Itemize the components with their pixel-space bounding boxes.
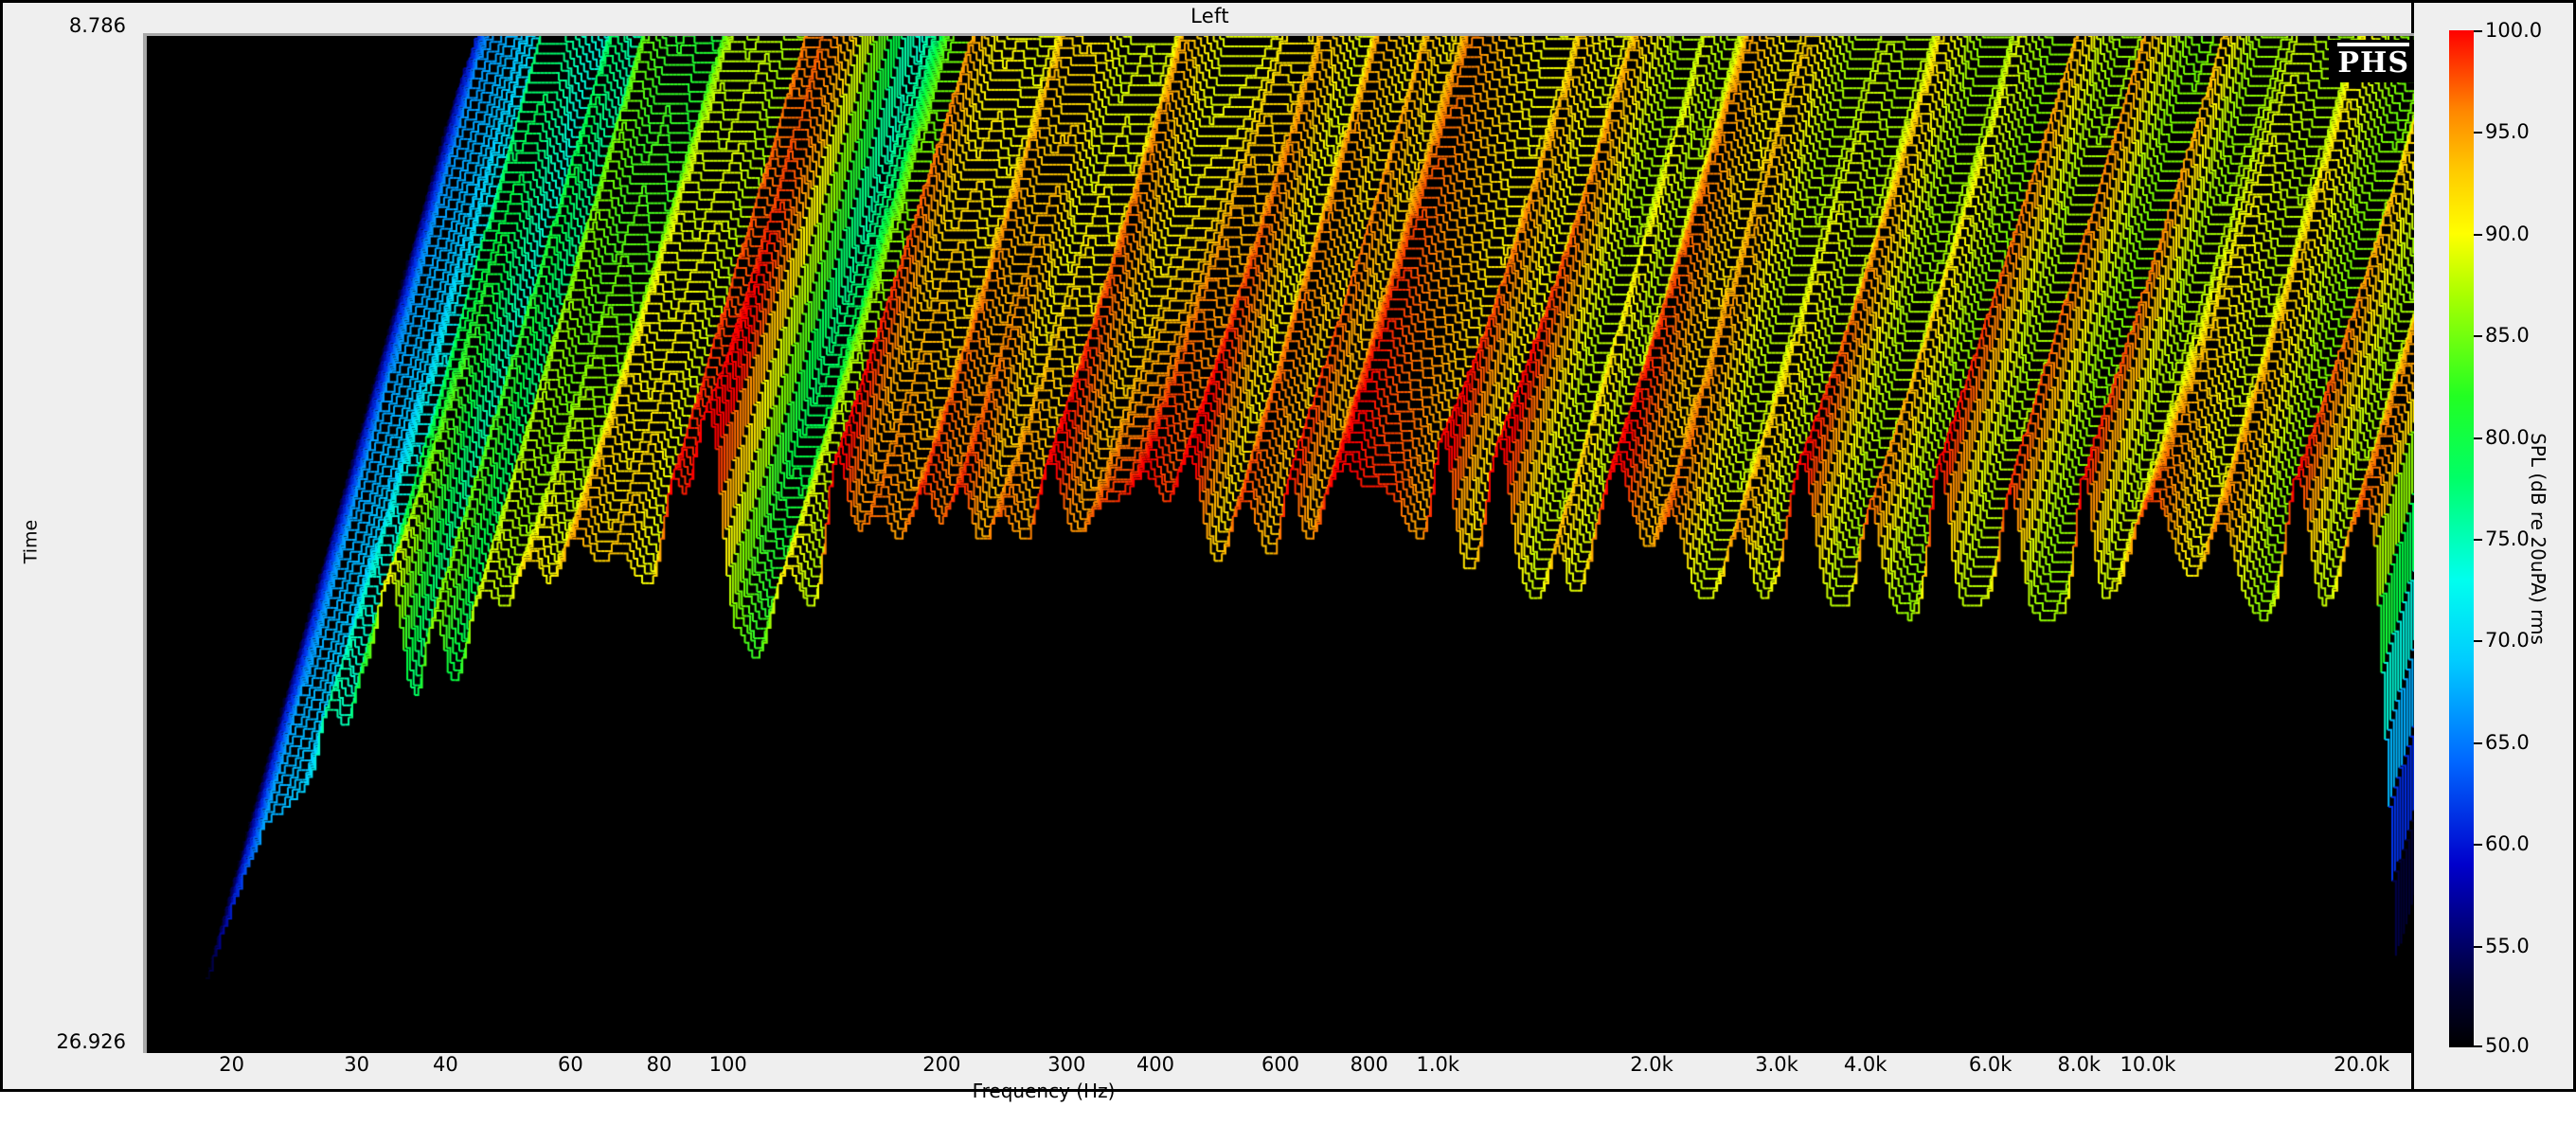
x-axis-tick-label: 20.0k xyxy=(2334,1053,2390,1076)
colorbar-tick-label: 60.0 xyxy=(2485,832,2530,856)
x-axis-tick-label: 1.0k xyxy=(1416,1053,1460,1076)
x-axis-tickmark xyxy=(1154,1045,1156,1053)
x-axis-tickmark xyxy=(1368,1045,1370,1053)
waterfall-plot-area[interactable]: PHS xyxy=(143,33,2422,1053)
x-axis: 20 30 40 60 80 100 200 300 400 600 800 1.0k 2.0k 3.0k… xyxy=(143,1045,2422,1095)
x-axis-tickmark xyxy=(1864,1045,1867,1053)
colorbar-tickmark xyxy=(2474,945,2482,948)
x-axis-tick-label: 600 xyxy=(1261,1053,1300,1076)
phs-rule xyxy=(2337,43,2409,46)
colorbar-tick-label: 90.0 xyxy=(2485,222,2530,245)
x-axis-tick-label: 8.0k xyxy=(2057,1053,2102,1076)
plot-panel: Left Time 8.786 26.926 PHS 20 30 40 60 80 100… xyxy=(0,0,2422,1102)
x-axis-tick-label: 200 xyxy=(922,1053,961,1076)
x-axis-tick-label: 800 xyxy=(1350,1053,1388,1076)
colorbar-tick-label: 100.0 xyxy=(2485,19,2543,42)
y-axis-label: Time xyxy=(20,519,41,564)
colorbar-tick-label: 65.0 xyxy=(2485,730,2530,754)
x-axis-tickmark xyxy=(726,1045,729,1053)
x-axis-tick-label: 20 xyxy=(219,1053,245,1076)
page-title: Left xyxy=(1190,5,1229,27)
colorbar-tick-label: 80.0 xyxy=(2485,425,2530,449)
x-axis-tickmark xyxy=(1279,1045,1281,1053)
x-axis-tickmark xyxy=(2078,1045,2081,1053)
colorbar-tickmark xyxy=(2474,741,2482,744)
x-axis-tickmark xyxy=(1065,1045,1068,1053)
waterfall-canvas[interactable] xyxy=(147,36,2422,1053)
colorbar-tick-label: 50.0 xyxy=(2485,1034,2530,1057)
x-axis-tick-label: 4.0k xyxy=(1843,1053,1887,1076)
x-axis-tickmark xyxy=(355,1045,358,1053)
x-axis-tick-label: 60 xyxy=(557,1053,583,1076)
colorbar-tickmark xyxy=(2474,335,2482,338)
x-axis-tick-label: 400 xyxy=(1136,1053,1175,1076)
x-axis-tick-label: 6.0k xyxy=(1968,1053,2012,1076)
colorbar-tickmark xyxy=(2474,132,2482,134)
colorbar-tickmark xyxy=(2474,233,2482,236)
colorbar-gradient xyxy=(2449,30,2474,1047)
colorbar-tickmark xyxy=(2474,437,2482,439)
colorbar-tickmark xyxy=(2474,539,2482,541)
x-axis-tickmark xyxy=(1437,1045,1440,1053)
colorbar-tickmark xyxy=(2474,1045,2482,1047)
colorbar-axis-label: SPL (dB re 20uPA) rms xyxy=(2527,433,2549,645)
colorbar-tick-label: 95.0 xyxy=(2485,120,2530,144)
x-axis-tickmark xyxy=(1650,1045,1653,1053)
x-axis-tickmark xyxy=(1775,1045,1778,1053)
x-axis-tickmark xyxy=(2360,1045,2363,1053)
y-axis-tick-bottom: 26.926 xyxy=(56,1030,126,1053)
x-axis-tick-label: 10.0k xyxy=(2120,1053,2176,1076)
colorbar-tickmark xyxy=(2474,844,2482,847)
colorbar-tickmark xyxy=(2474,640,2482,643)
x-axis-tick-label: 40 xyxy=(432,1053,458,1076)
x-axis-tickmark xyxy=(658,1045,660,1053)
colorbar-tick-label: 55.0 xyxy=(2485,934,2530,957)
x-axis-tick-label: 80 xyxy=(646,1053,672,1076)
colorbar-tick-label: 70.0 xyxy=(2485,629,2530,652)
x-axis-tick-label: 3.0k xyxy=(1755,1053,1798,1076)
phs-watermark: PHS xyxy=(2329,40,2418,82)
x-axis-tickmark xyxy=(940,1045,943,1053)
phs-label: PHS xyxy=(2337,46,2409,80)
x-axis-tick-label: 100 xyxy=(708,1053,747,1076)
x-axis-tickmark xyxy=(1989,1045,1992,1053)
colorbar-tick-label: 75.0 xyxy=(2485,527,2530,550)
x-axis-tick-label: 300 xyxy=(1047,1053,1086,1076)
colorbar: 100.0 95.0 90.0 85.0 80.0 75.0 70.0 65.0 60.0 55.… xyxy=(2449,19,2542,1057)
x-axis-tickmark xyxy=(444,1045,447,1053)
x-axis-tickmark xyxy=(569,1045,572,1053)
x-axis-tick-label: 2.0k xyxy=(1630,1053,1673,1076)
y-axis-tick-top: 8.786 xyxy=(68,14,126,37)
colorbar-tickmark xyxy=(2474,30,2482,32)
x-axis-tick-label: 30 xyxy=(344,1053,370,1076)
x-axis-tickmark xyxy=(2146,1045,2149,1053)
colorbar-tick-label: 85.0 xyxy=(2485,324,2530,348)
colorbar-panel xyxy=(2414,0,2576,1092)
x-axis-tickmark xyxy=(230,1045,233,1053)
